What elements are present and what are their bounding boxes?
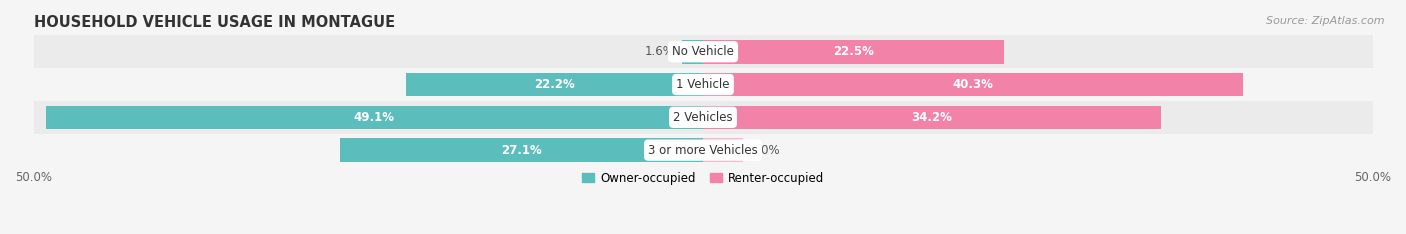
- Text: 1 Vehicle: 1 Vehicle: [676, 78, 730, 91]
- Text: 2 Vehicles: 2 Vehicles: [673, 111, 733, 124]
- Bar: [45, 106, 703, 129]
- Text: 34.2%: 34.2%: [911, 111, 952, 124]
- Bar: [34, 68, 1372, 101]
- Bar: [34, 101, 1372, 134]
- Bar: [34, 134, 1372, 167]
- Text: HOUSEHOLD VEHICLE USAGE IN MONTAGUE: HOUSEHOLD VEHICLE USAGE IN MONTAGUE: [34, 15, 395, 30]
- Text: 3.0%: 3.0%: [749, 144, 779, 157]
- Bar: [703, 106, 1161, 129]
- Text: Source: ZipAtlas.com: Source: ZipAtlas.com: [1267, 16, 1385, 26]
- Text: 22.5%: 22.5%: [834, 45, 875, 58]
- Text: 27.1%: 27.1%: [501, 144, 541, 157]
- Text: 40.3%: 40.3%: [952, 78, 993, 91]
- Bar: [340, 138, 703, 162]
- Bar: [34, 35, 1372, 68]
- Bar: [703, 40, 1004, 64]
- Text: 22.2%: 22.2%: [534, 78, 575, 91]
- Text: 49.1%: 49.1%: [354, 111, 395, 124]
- Text: 1.6%: 1.6%: [645, 45, 675, 58]
- Bar: [703, 138, 744, 162]
- Text: 3 or more Vehicles: 3 or more Vehicles: [648, 144, 758, 157]
- Bar: [406, 73, 703, 96]
- Bar: [703, 73, 1243, 96]
- Legend: Owner-occupied, Renter-occupied: Owner-occupied, Renter-occupied: [578, 167, 828, 190]
- Bar: [682, 40, 703, 64]
- Text: No Vehicle: No Vehicle: [672, 45, 734, 58]
